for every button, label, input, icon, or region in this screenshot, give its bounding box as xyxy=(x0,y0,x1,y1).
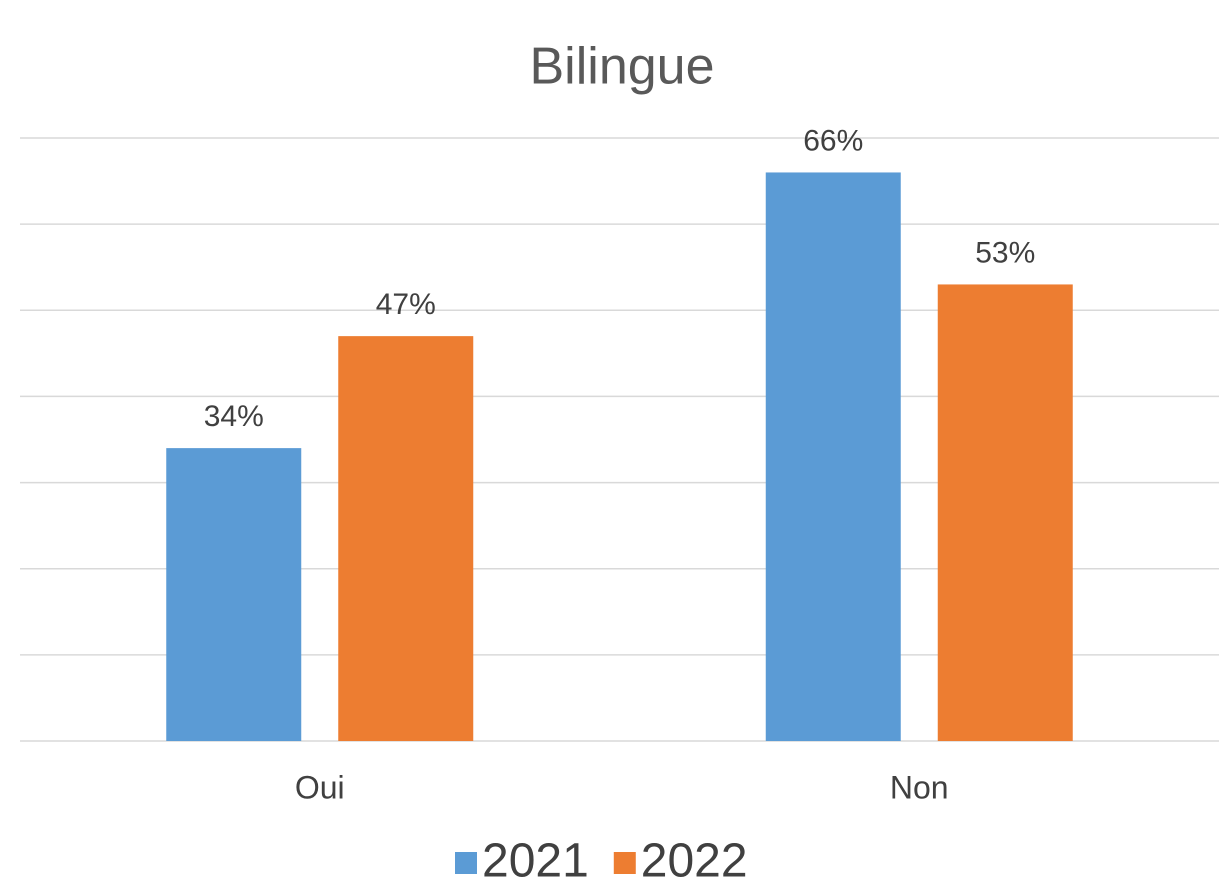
legend-swatch xyxy=(613,852,636,874)
legend-swatch xyxy=(455,852,477,874)
data-label: 66% xyxy=(803,124,863,157)
data-label: 47% xyxy=(376,288,436,321)
data-label: 53% xyxy=(975,236,1035,269)
x-tick-label: Oui xyxy=(295,769,345,805)
chart-title: Bilingue xyxy=(529,38,714,96)
bar xyxy=(338,336,474,741)
data-label: 34% xyxy=(204,400,264,433)
bar xyxy=(166,448,302,741)
legend-label: 2022 xyxy=(641,835,748,887)
bar xyxy=(937,284,1073,741)
legend-label: 2021 xyxy=(482,835,589,887)
x-tick-label: Non xyxy=(890,769,949,805)
bar xyxy=(765,172,901,741)
